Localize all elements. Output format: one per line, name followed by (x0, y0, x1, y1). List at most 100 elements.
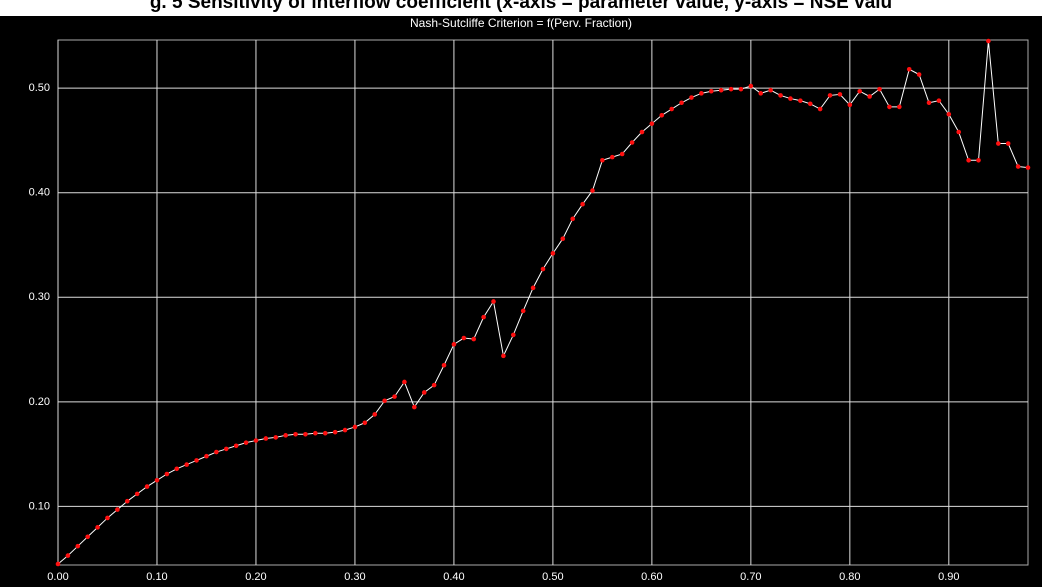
caption-bg (0, 0, 1042, 16)
marker (996, 141, 1001, 146)
marker (441, 362, 447, 368)
marker (124, 498, 130, 504)
marker (481, 314, 486, 320)
marker (174, 466, 180, 472)
marker (600, 157, 605, 163)
x-tick-label: 0.70 (740, 571, 761, 583)
marker (699, 91, 704, 96)
marker (639, 129, 645, 135)
marker (382, 398, 387, 404)
marker (402, 379, 407, 385)
marker (530, 285, 536, 291)
marker (798, 98, 803, 103)
marker (85, 534, 90, 540)
marker (590, 188, 595, 193)
x-tick-label: 0.50 (542, 571, 563, 583)
marker (511, 332, 516, 338)
marker (55, 561, 61, 567)
marker (303, 431, 308, 437)
x-tick-label: 0.60 (641, 571, 662, 583)
marker (95, 525, 100, 530)
marker (689, 95, 694, 100)
marker (372, 412, 378, 417)
marker (253, 438, 259, 443)
marker (263, 436, 269, 441)
marker (570, 216, 575, 222)
marker (540, 266, 546, 272)
marker (936, 98, 942, 103)
marker (75, 543, 81, 549)
marker (619, 151, 625, 157)
marker (362, 420, 368, 426)
marker (629, 140, 635, 145)
marker (669, 106, 674, 112)
marker (223, 446, 229, 452)
y-tick-label: 0.50 (29, 82, 50, 94)
marker (283, 433, 288, 438)
marker (718, 87, 724, 93)
marker (392, 394, 397, 399)
marker (134, 491, 140, 497)
marker (332, 429, 338, 435)
y-tick-label: 0.30 (29, 291, 50, 303)
marker (738, 86, 744, 92)
marker (807, 101, 813, 107)
marker (778, 93, 783, 98)
marker (788, 96, 793, 101)
marker (649, 121, 655, 126)
marker (154, 477, 160, 483)
marker (412, 404, 417, 410)
marker (827, 93, 833, 98)
x-tick-label: 0.30 (344, 571, 365, 583)
marker (560, 236, 566, 242)
marker (976, 157, 981, 163)
marker (313, 430, 318, 436)
y-tick-label: 0.40 (29, 187, 50, 199)
marker (550, 251, 556, 256)
line (57, 40, 1029, 565)
marker (906, 66, 912, 72)
x-tick-label: 0.80 (839, 571, 860, 583)
chart-title: Nash-Sutcliffe Criterion = f(Perv. Fract… (410, 16, 632, 30)
marker (887, 104, 892, 110)
marker (501, 353, 506, 359)
marker (233, 443, 239, 449)
marker (451, 342, 457, 347)
marker (916, 72, 922, 77)
marker (728, 86, 734, 92)
marker (520, 308, 526, 314)
marker (352, 424, 358, 430)
marker (184, 462, 189, 467)
marker (679, 100, 684, 106)
marker (431, 382, 437, 388)
marker (322, 430, 328, 436)
marker (273, 435, 279, 440)
marker (105, 515, 110, 521)
x-tick-label: 0.90 (938, 571, 959, 583)
caption: g. 5 Sensitivity of interflow coefficien… (150, 0, 892, 13)
marker (926, 100, 932, 106)
marker (1005, 141, 1011, 146)
marker (204, 453, 209, 459)
marker (421, 390, 427, 395)
marker (946, 111, 952, 117)
y-tick-label: 0.20 (29, 396, 50, 408)
marker (877, 86, 882, 92)
marker (1025, 165, 1031, 170)
marker (461, 335, 467, 341)
plot-frame (57, 39, 1029, 566)
marker (580, 201, 585, 207)
marker (471, 336, 477, 342)
y-tick-label: 0.10 (29, 500, 50, 512)
marker (708, 88, 714, 94)
marker (897, 104, 902, 110)
x-tick-label: 0.10 (146, 571, 167, 583)
marker (758, 91, 764, 96)
x-tick-label: 0.00 (47, 571, 68, 583)
marker (243, 440, 249, 445)
x-tick-label: 0.40 (443, 571, 464, 583)
marker (847, 102, 853, 108)
marker (837, 92, 843, 97)
